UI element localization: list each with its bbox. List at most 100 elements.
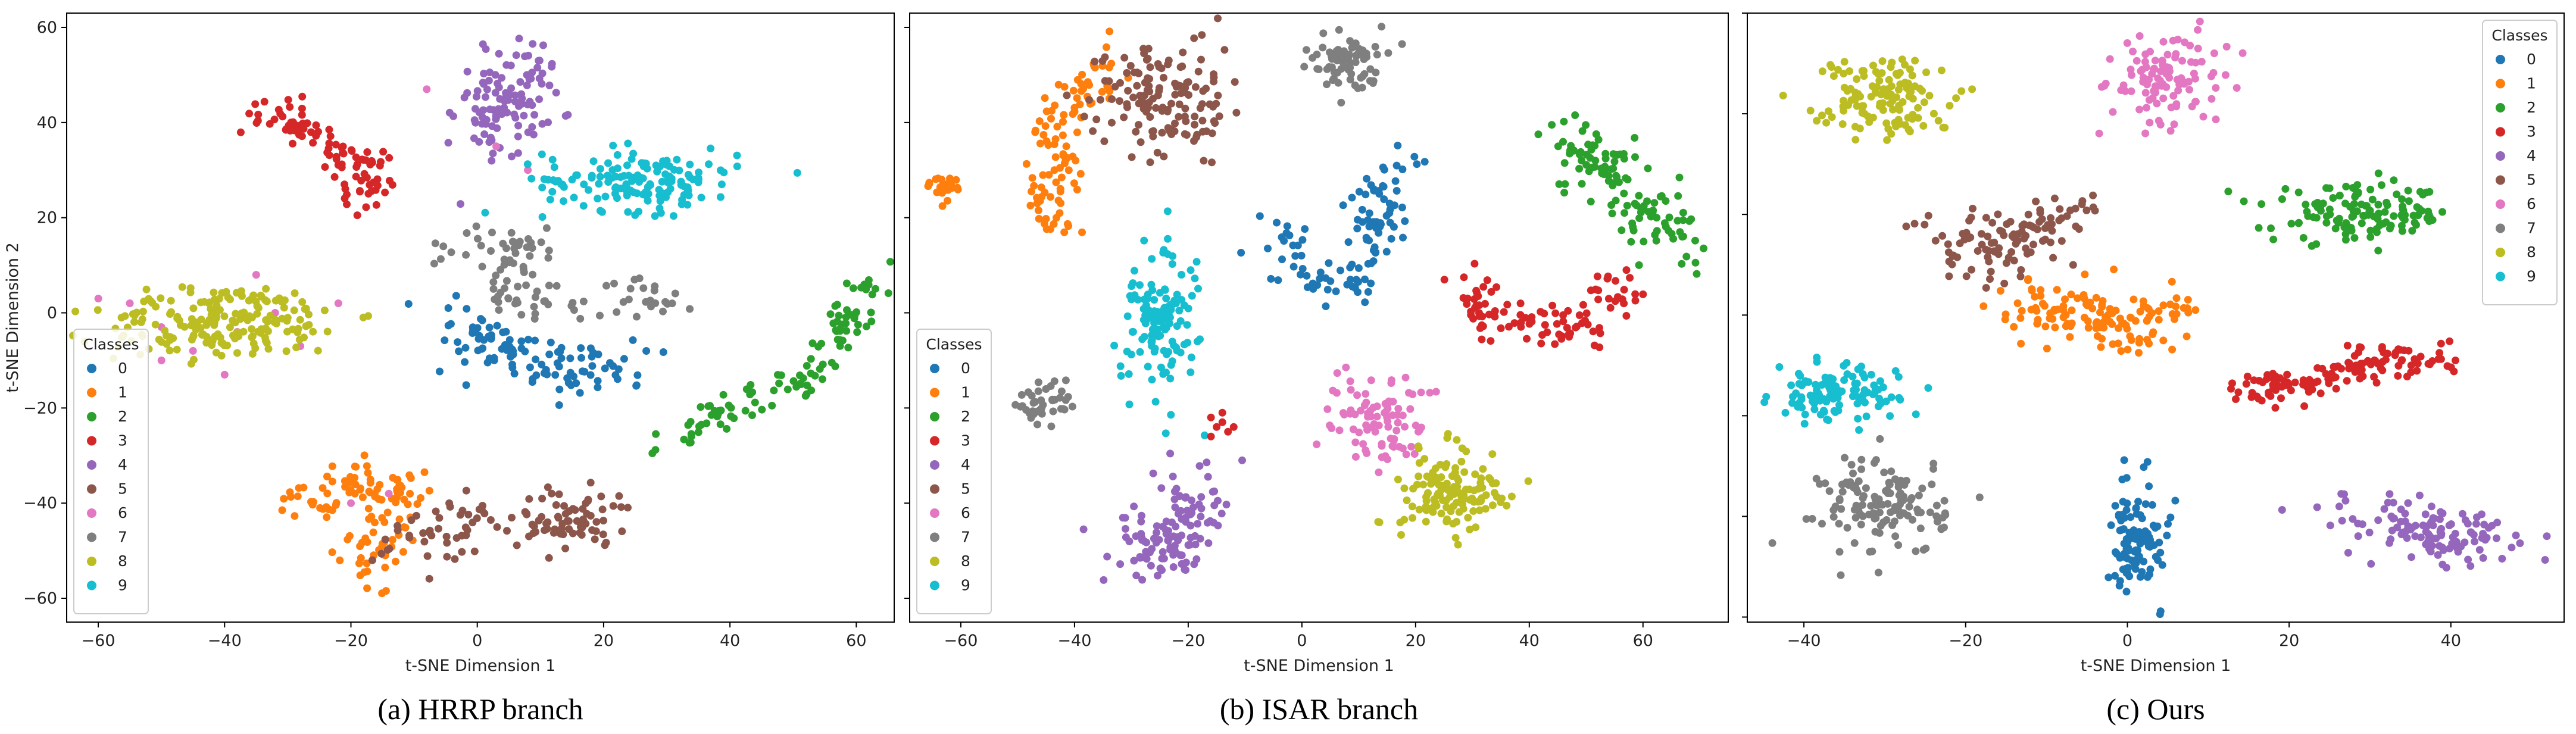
point-class-8: [130, 311, 139, 320]
point-class-3: [388, 181, 396, 189]
point-class-2: [1608, 210, 1616, 218]
point-class-1: [1059, 118, 1067, 126]
point-class-2: [704, 402, 713, 410]
point-class-8: [1919, 121, 1928, 130]
point-class-4: [2458, 510, 2466, 518]
point-class-6: [1388, 442, 1397, 450]
point-class-7: [522, 281, 530, 289]
point-class-6: [2128, 71, 2135, 79]
point-class-6: [1417, 388, 1425, 396]
point-class-8: [1908, 71, 1916, 80]
point-class-4: [2397, 517, 2405, 526]
point-class-5: [2010, 257, 2018, 265]
point-class-9: [1116, 362, 1125, 370]
point-class-0: [474, 335, 483, 343]
point-class-5: [407, 516, 416, 524]
point-class-8: [173, 345, 181, 354]
point-class-2: [2255, 224, 2263, 232]
point-class-1: [2135, 349, 2143, 357]
point-class-9: [675, 166, 683, 174]
legend-marker-4: [2496, 151, 2505, 161]
point-class-6: [1351, 438, 1360, 446]
point-class-0: [1385, 209, 1394, 217]
point-class-6: [2194, 45, 2202, 52]
point-class-4: [2516, 539, 2524, 547]
point-class-3: [2242, 380, 2250, 388]
point-class-3: [1590, 341, 1598, 349]
point-class-7: [1825, 487, 1834, 495]
point-class-8: [1828, 113, 1836, 121]
point-class-1: [2127, 313, 2134, 321]
point-class-4: [1138, 511, 1145, 520]
point-class-2: [2390, 176, 2398, 185]
point-class-8: [148, 299, 157, 307]
point-class-1: [378, 589, 386, 598]
point-class-7: [1867, 502, 1875, 510]
point-class-3: [330, 173, 339, 181]
point-class-0: [555, 363, 563, 371]
point-class-7: [1937, 525, 1946, 533]
point-class-1: [328, 506, 336, 514]
point-class-8: [1875, 77, 1884, 85]
y-tick-label: 40: [37, 114, 57, 132]
x-axis-label: t-SNE Dimension 1: [2081, 657, 2231, 675]
point-class-9: [635, 178, 644, 186]
point-class-0: [538, 360, 546, 368]
point-class-8: [1888, 58, 1896, 67]
point-class-8: [1422, 497, 1431, 505]
point-class-9: [1859, 396, 1867, 405]
point-class-5: [1194, 67, 1203, 76]
legend-label-5: 5: [118, 480, 127, 498]
legend-label-3: 3: [961, 432, 970, 449]
point-class-6: [347, 499, 355, 507]
point-class-4: [482, 93, 489, 101]
point-class-2: [1591, 157, 1600, 165]
point-class-6: [2194, 26, 2202, 34]
point-class-7: [1865, 510, 1873, 519]
point-class-1: [2081, 270, 2089, 279]
point-class-8: [1872, 68, 1880, 76]
point-class-5: [1931, 236, 1940, 245]
point-class-0: [463, 305, 471, 313]
point-class-8: [1885, 76, 1893, 84]
point-class-3: [338, 160, 346, 168]
point-class-8: [264, 327, 272, 335]
point-class-2: [884, 289, 892, 297]
point-class-2: [1649, 207, 1657, 214]
point-class-7: [1928, 480, 1936, 489]
point-class-7: [533, 288, 541, 295]
point-class-7: [502, 277, 511, 285]
point-class-1: [1058, 131, 1067, 139]
point-class-2: [2424, 207, 2433, 215]
point-class-4: [2438, 509, 2447, 517]
point-class-8: [282, 347, 291, 355]
point-class-7: [1352, 52, 1360, 60]
point-class-1: [358, 493, 367, 501]
point-class-0: [1399, 233, 1407, 242]
point-class-5: [1990, 238, 1999, 246]
point-class-7: [1853, 488, 1862, 496]
point-class-5: [563, 517, 572, 525]
point-class-7: [1915, 491, 1923, 499]
point-class-9: [601, 192, 610, 201]
point-class-2: [2240, 197, 2248, 205]
y-tick-label: −60: [23, 589, 57, 608]
point-class-4: [1210, 487, 1219, 495]
point-class-9: [1140, 333, 1148, 341]
point-class-6: [2135, 105, 2144, 114]
point-class-7: [1887, 467, 1896, 476]
point-class-4: [1196, 535, 1204, 543]
point-class-5: [1968, 266, 1975, 274]
point-class-9: [623, 161, 631, 170]
point-class-7: [1876, 435, 1884, 443]
point-class-2: [811, 371, 819, 380]
point-class-3: [1483, 276, 1491, 285]
point-class-3: [2300, 402, 2309, 410]
point-class-1: [381, 563, 389, 571]
point-class-3: [2277, 394, 2285, 402]
point-class-2: [2341, 199, 2349, 208]
point-class-3: [2291, 379, 2299, 386]
point-class-9: [1843, 359, 1851, 367]
point-class-5: [529, 529, 538, 538]
point-class-7: [1337, 98, 1345, 107]
